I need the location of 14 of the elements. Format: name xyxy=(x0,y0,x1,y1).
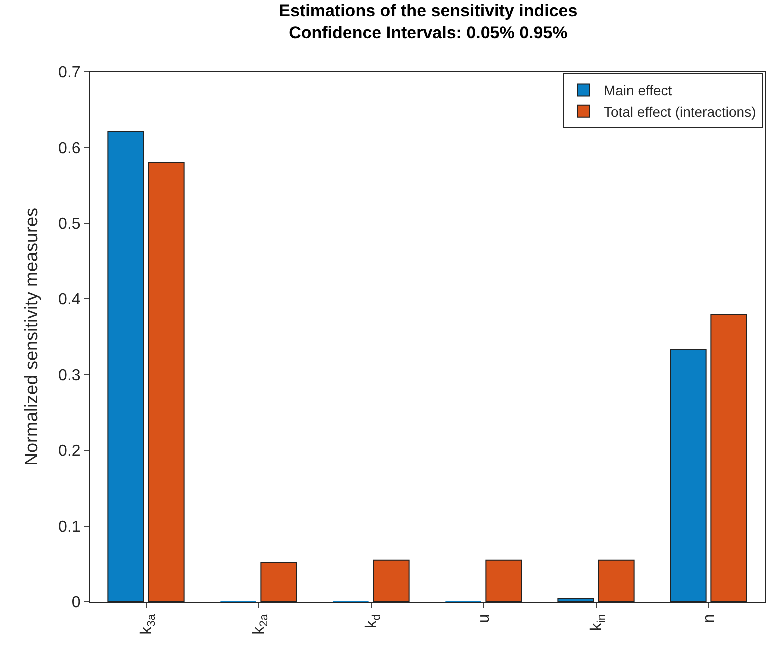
y-tick-label: 0.1 xyxy=(58,518,81,536)
y-tick-label: 0.7 xyxy=(58,64,81,82)
y-tick-label: 0.6 xyxy=(58,140,81,158)
legend-label: Main effect xyxy=(604,82,672,99)
y-tick-label: 0.4 xyxy=(58,292,81,309)
x-tick-label: n xyxy=(700,614,718,624)
y-tick-label: 0 xyxy=(72,594,81,612)
legend-label: Total effect (interactions) xyxy=(604,104,756,120)
x-tick-label: u xyxy=(476,614,493,624)
y-axis-title: Normalized sensitivity measures xyxy=(22,208,42,466)
y-tick-label: 0.2 xyxy=(58,443,81,460)
y-tick-label: 0.3 xyxy=(58,367,81,384)
y-tick-label: 0.5 xyxy=(58,216,81,234)
chart-title: Estimations of the sensitivity indices Confidence Intervals: 0.05% 0.95% xyxy=(279,2,578,43)
